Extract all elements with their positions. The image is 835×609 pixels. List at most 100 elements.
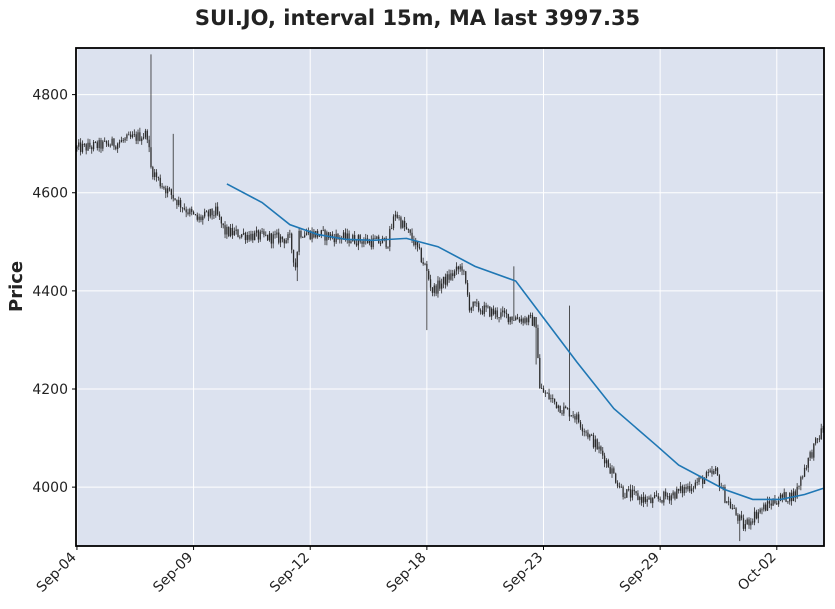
candle-body (416, 241, 419, 248)
candle-body (85, 144, 87, 151)
candle-body (783, 492, 785, 498)
candle-body (204, 211, 206, 217)
candle-body (752, 521, 754, 523)
candle-body (250, 233, 252, 240)
candle-body (463, 270, 465, 272)
candle-body (252, 233, 254, 241)
candle-body (129, 134, 132, 138)
candle-body (167, 188, 169, 194)
candle-body (403, 220, 406, 227)
candle-body (224, 225, 226, 235)
candle-body (807, 457, 809, 468)
candle-body (496, 310, 498, 318)
candle-body (459, 266, 461, 270)
candle-body (750, 521, 752, 526)
candle-body (802, 476, 804, 478)
candle-body (300, 230, 302, 238)
candle-body (418, 247, 421, 249)
candle-body (659, 498, 661, 501)
candle-body (289, 233, 291, 235)
candle-body (352, 235, 354, 242)
candle-body (213, 215, 215, 217)
candle-body (559, 405, 561, 413)
candle-body (678, 488, 680, 491)
candle-body (805, 467, 808, 469)
candle-body (174, 198, 176, 200)
candle-body (192, 211, 195, 215)
candle-body (450, 273, 452, 280)
candle-body (578, 414, 580, 423)
candle-body (702, 477, 704, 484)
candle-body (565, 406, 567, 409)
candle-body (229, 227, 232, 236)
candle-body (115, 146, 117, 149)
candle-body (104, 140, 106, 142)
candle-body (794, 491, 796, 498)
candle-body (679, 486, 682, 491)
candle-body (370, 240, 372, 248)
candle-body (283, 239, 285, 244)
candle-body (605, 460, 608, 464)
candle-body (248, 234, 250, 240)
candle-body (200, 216, 202, 221)
candle-body (598, 446, 600, 450)
candle-body (753, 511, 756, 523)
x-tick-label: Sep-23 (500, 550, 546, 596)
candle-body (576, 414, 578, 420)
candle-body (616, 482, 619, 487)
candle-body (420, 248, 422, 263)
candle-body (368, 240, 371, 244)
candle-body (81, 143, 84, 152)
candle-body (731, 508, 733, 509)
candle-body (185, 209, 187, 213)
candle-body (618, 486, 621, 488)
candle-body (179, 200, 182, 208)
candle-body (429, 279, 432, 288)
candle-body (541, 388, 543, 389)
candle-body (304, 235, 306, 238)
candle-body (457, 266, 459, 270)
candle-body (716, 468, 719, 476)
candle-body (600, 446, 602, 451)
candle-body (670, 495, 672, 501)
candle-body (148, 139, 150, 148)
y-tick-label: 4000 (32, 480, 68, 496)
candle-body (322, 230, 324, 231)
candle-body (191, 209, 193, 212)
candle-body (498, 317, 500, 318)
candle-body (515, 317, 517, 321)
candle-body (422, 262, 424, 265)
candle-body (505, 313, 508, 314)
candle-body (111, 138, 113, 146)
plot-background (76, 48, 824, 546)
candle-body (776, 503, 778, 505)
candle-body (261, 231, 263, 233)
candle-body (528, 315, 530, 323)
candle-body (676, 488, 678, 499)
candle-body (650, 497, 652, 504)
candle-body (694, 482, 696, 488)
candle-body (172, 194, 174, 199)
candle-body (729, 501, 732, 509)
candle-body (437, 280, 439, 294)
candle-body (553, 398, 556, 402)
candle-body (244, 232, 247, 241)
candle-body (644, 496, 646, 502)
candle-body (246, 234, 248, 241)
candle-body (320, 230, 322, 236)
candle-body (615, 473, 617, 483)
candle-body (278, 232, 280, 243)
candle-body (476, 302, 478, 304)
candle-body (815, 438, 817, 444)
candle-body (311, 231, 313, 240)
candle-body (387, 246, 389, 248)
candle-body (620, 486, 622, 488)
candle-body (441, 283, 443, 289)
candle-body (216, 206, 219, 215)
candle-body (268, 233, 271, 241)
candle-body (542, 388, 545, 393)
candle-body (133, 134, 135, 136)
candle-body (139, 132, 141, 141)
candle-body (363, 240, 365, 244)
